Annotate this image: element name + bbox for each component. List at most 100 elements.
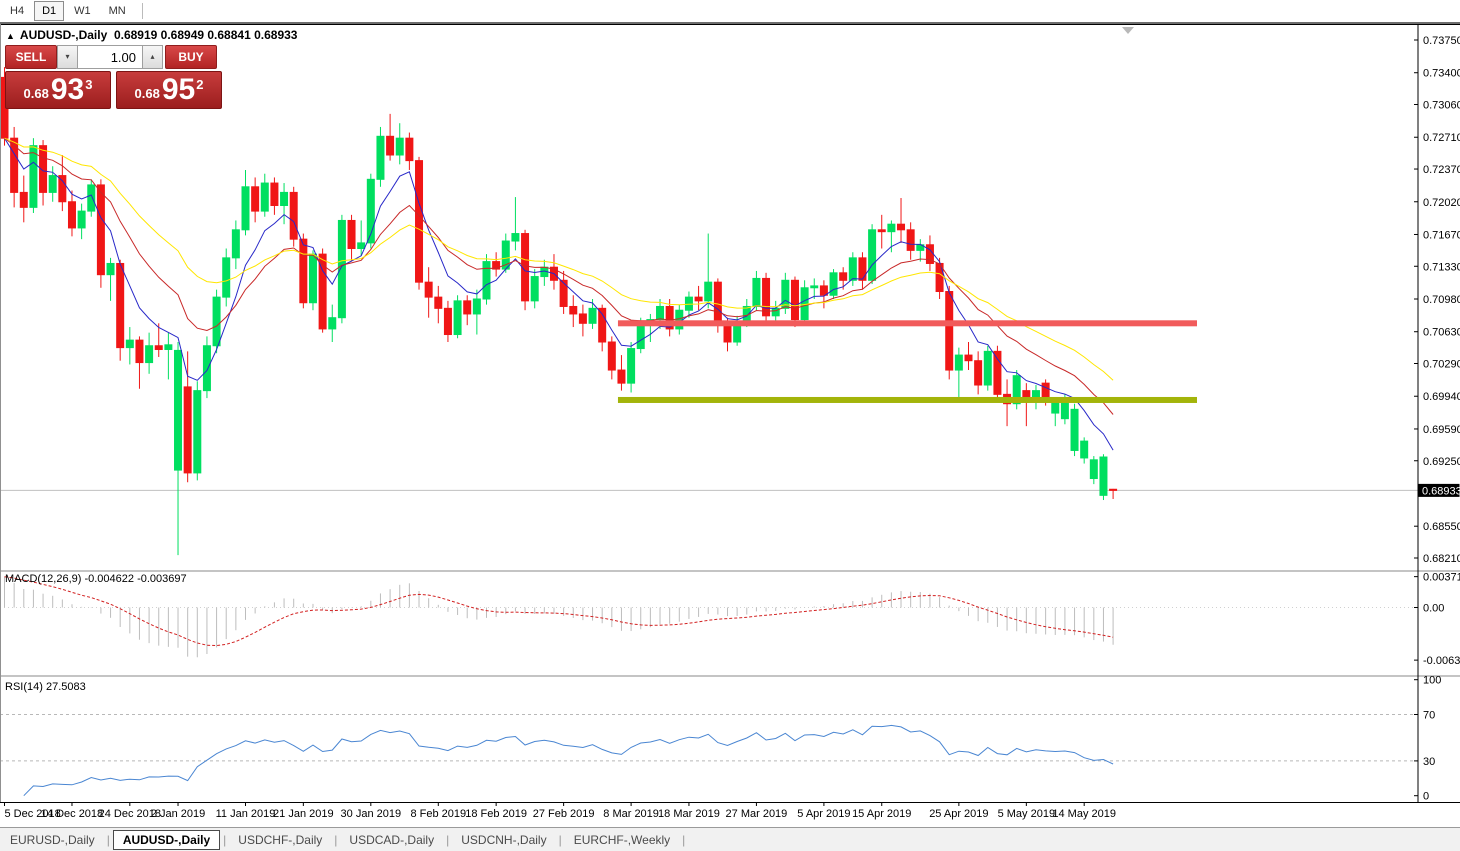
- candle-body: [472, 298, 481, 315]
- price-tick-label: 0.73400: [1423, 68, 1460, 80]
- buy-price-pip: 2: [196, 77, 204, 92]
- candle-body: [1070, 408, 1079, 451]
- timeframe-tab-mn[interactable]: MN: [108, 5, 126, 17]
- candle-body: [357, 242, 366, 250]
- volume-increase-button[interactable]: ▴: [142, 45, 163, 69]
- price-tick-label: 0.70980: [1423, 294, 1460, 306]
- timeframe-tab-h4[interactable]: H4: [10, 5, 25, 17]
- sell-button[interactable]: SELL: [5, 45, 57, 69]
- candle-body: [1012, 375, 1021, 405]
- candle-body: [839, 272, 848, 281]
- rsi-line: [23, 724, 1114, 797]
- buy-button[interactable]: BUY: [165, 45, 217, 69]
- ma-ema-14: [4, 137, 1114, 415]
- sell-price-box[interactable]: 0.68 93 3: [5, 71, 111, 109]
- candle-body: [164, 344, 173, 350]
- chart-tab-eurusd-daily[interactable]: EURUSD-,Daily: [10, 833, 95, 847]
- date-tick-label: 18 Mar 2019: [658, 808, 720, 820]
- chart-tab-eurchf-weekly[interactable]: EURCHF-,Weekly: [573, 833, 671, 847]
- candle-body: [636, 324, 645, 350]
- date-tick-label: 27 Feb 2019: [533, 808, 595, 820]
- sell-price-big: 93: [50, 73, 85, 106]
- candle-body: [974, 360, 983, 386]
- candle-body: [954, 354, 963, 371]
- chart-tab-audusd-daily[interactable]: AUDUSD-,Daily: [112, 830, 221, 850]
- candle-body: [260, 182, 269, 212]
- time-axis-line: [0, 802, 1460, 803]
- candle-body: [752, 277, 761, 307]
- candle-body: [145, 345, 154, 364]
- chart-tab-usdchf-daily[interactable]: USDCHF-,Daily: [238, 833, 323, 847]
- candle-body: [415, 160, 424, 283]
- candle-body: [395, 137, 404, 156]
- rsi-label: RSI(14) 27.5083: [5, 681, 86, 693]
- axes: MACD(12,26,9) -0.004622 -0.003697 RSI(14)…: [0, 24, 1460, 820]
- scroll-to-end-icon[interactable]: [1122, 27, 1134, 34]
- candle-body: [202, 345, 211, 392]
- volume-input[interactable]: [78, 45, 142, 69]
- ma-ema-26: [4, 137, 1114, 381]
- candle-body: [964, 354, 973, 362]
- chart-tab-usdcnh-daily[interactable]: USDCNH-,Daily: [461, 833, 547, 847]
- candle-body: [376, 135, 385, 180]
- candle-body: [762, 277, 771, 317]
- chart-top-border: [0, 24, 1460, 25]
- tab-separator: |: [558, 833, 562, 847]
- candle-body: [1051, 401, 1060, 414]
- price-tick-label: 0.72020: [1423, 197, 1460, 209]
- candle-body: [598, 307, 607, 343]
- date-tick-label: 8 Feb 2019: [410, 808, 466, 820]
- candle-body: [366, 178, 375, 244]
- pane-splitter[interactable]: [0, 675, 1460, 677]
- buy-price-box[interactable]: 0.68 95 2: [116, 71, 222, 109]
- candle-body: [945, 291, 954, 371]
- tab-separator: |: [334, 833, 338, 847]
- candle-body: [280, 191, 289, 206]
- candle-body: [19, 191, 28, 208]
- candle-body: [492, 261, 501, 270]
- price-tick-label: 0.70290: [1423, 359, 1460, 371]
- price-tick-label: 0.72370: [1423, 164, 1460, 176]
- current-price-tag-text: 0.68933: [1422, 485, 1460, 497]
- candle-body: [135, 339, 144, 364]
- candle-body: [665, 305, 674, 330]
- rsi-tick-label: 0: [1423, 791, 1429, 803]
- candle-body: [627, 348, 636, 384]
- rsi-tick-label: 100: [1423, 675, 1441, 687]
- candle-body: [96, 184, 105, 276]
- candle-body: [559, 279, 568, 307]
- timeframe-toolbar: H4 D1 W1 MN: [0, 0, 1460, 24]
- rsi-tick-label: 30: [1423, 756, 1435, 768]
- date-tick-label: 30 Jan 2019: [341, 808, 402, 820]
- tab-separator: |: [682, 833, 686, 847]
- candle-body: [530, 276, 539, 302]
- macd-tick-label: -0.006344: [1423, 655, 1460, 667]
- pane-splitter-hl: [0, 571, 1460, 573]
- timeframe-tab-w1[interactable]: W1: [74, 5, 91, 17]
- candle-body: [829, 272, 838, 296]
- collapse-arrow-icon[interactable]: ▲: [6, 31, 15, 41]
- candle-body: [723, 324, 732, 343]
- hline-support[interactable]: [617, 396, 1197, 403]
- pane-splitter[interactable]: [0, 570, 1460, 572]
- candle-body: [1109, 488, 1118, 491]
- candle-body: [868, 229, 877, 281]
- rsi-pane: [0, 714, 1418, 797]
- timeframe-tab-d1[interactable]: D1: [34, 1, 65, 21]
- chart-symbol-label: AUDUSD-,Daily: [19, 28, 108, 42]
- macd-tick-label: 0.003718: [1423, 572, 1460, 584]
- candle-body: [482, 261, 491, 300]
- ma-ema-6: [4, 137, 1114, 451]
- hline-resistance[interactable]: [617, 320, 1197, 327]
- chart-tab-usdcad-daily[interactable]: USDCAD-,Daily: [349, 833, 435, 847]
- price-tick-label: 0.68210: [1423, 553, 1460, 565]
- price-tick-label: 0.73750: [1423, 35, 1460, 47]
- date-tick-label: 21 Jan 2019: [273, 808, 334, 820]
- candle-body: [289, 191, 298, 240]
- date-tick-label: 5 May 2019: [998, 808, 1055, 820]
- candle-body: [212, 296, 221, 347]
- candle-body: [183, 386, 192, 474]
- volume-decrease-button[interactable]: ▾: [57, 45, 78, 69]
